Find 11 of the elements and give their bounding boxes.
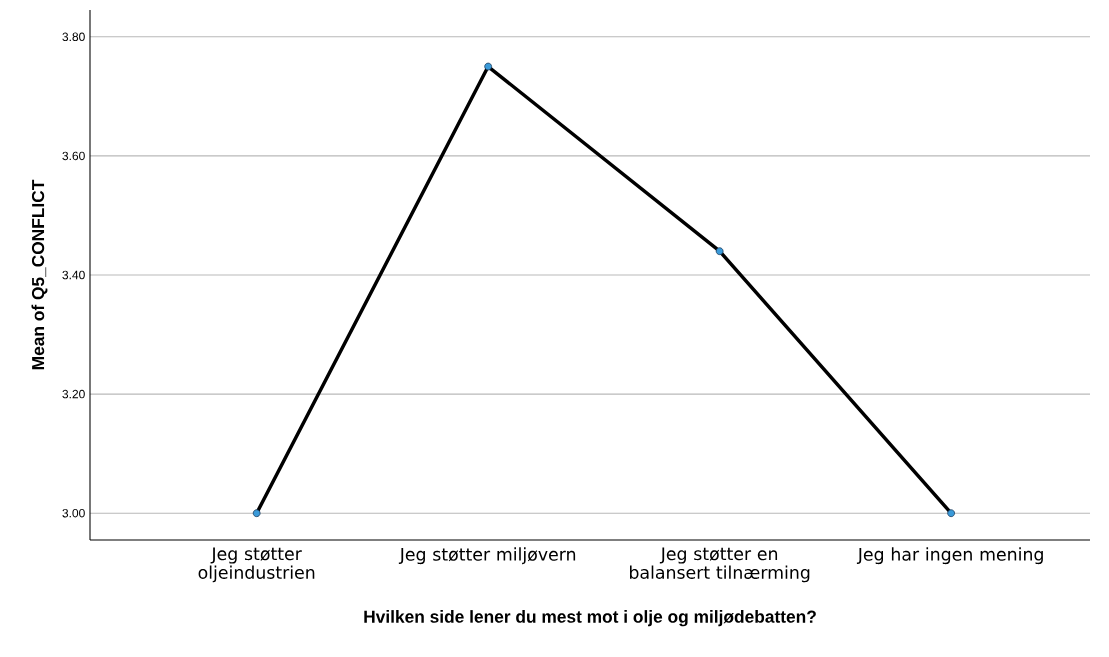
x-tick-label: Jeg støtter oljeindustrien (198, 547, 315, 583)
x-tick-label: Jeg støtter en balansert tilnærming (630, 547, 810, 583)
y-axis-title: Mean of Q5_CONFLICT (31, 179, 48, 370)
y-tick-label: 3.60 (62, 151, 85, 161)
x-tick-label: Jeg støtter miljøvern (398, 547, 576, 565)
y-tick-label: 3.40 (62, 270, 85, 280)
y-tick-label: 3.20 (62, 389, 85, 399)
y-tick-label: 3.00 (62, 508, 85, 518)
x-tick-label: Jeg har ingen mening (856, 547, 1043, 565)
y-tick-label: 3.80 (62, 32, 85, 42)
x-axis-title: Hvilken side lener du mest mot i olje og miljødebatten? (364, 610, 816, 627)
